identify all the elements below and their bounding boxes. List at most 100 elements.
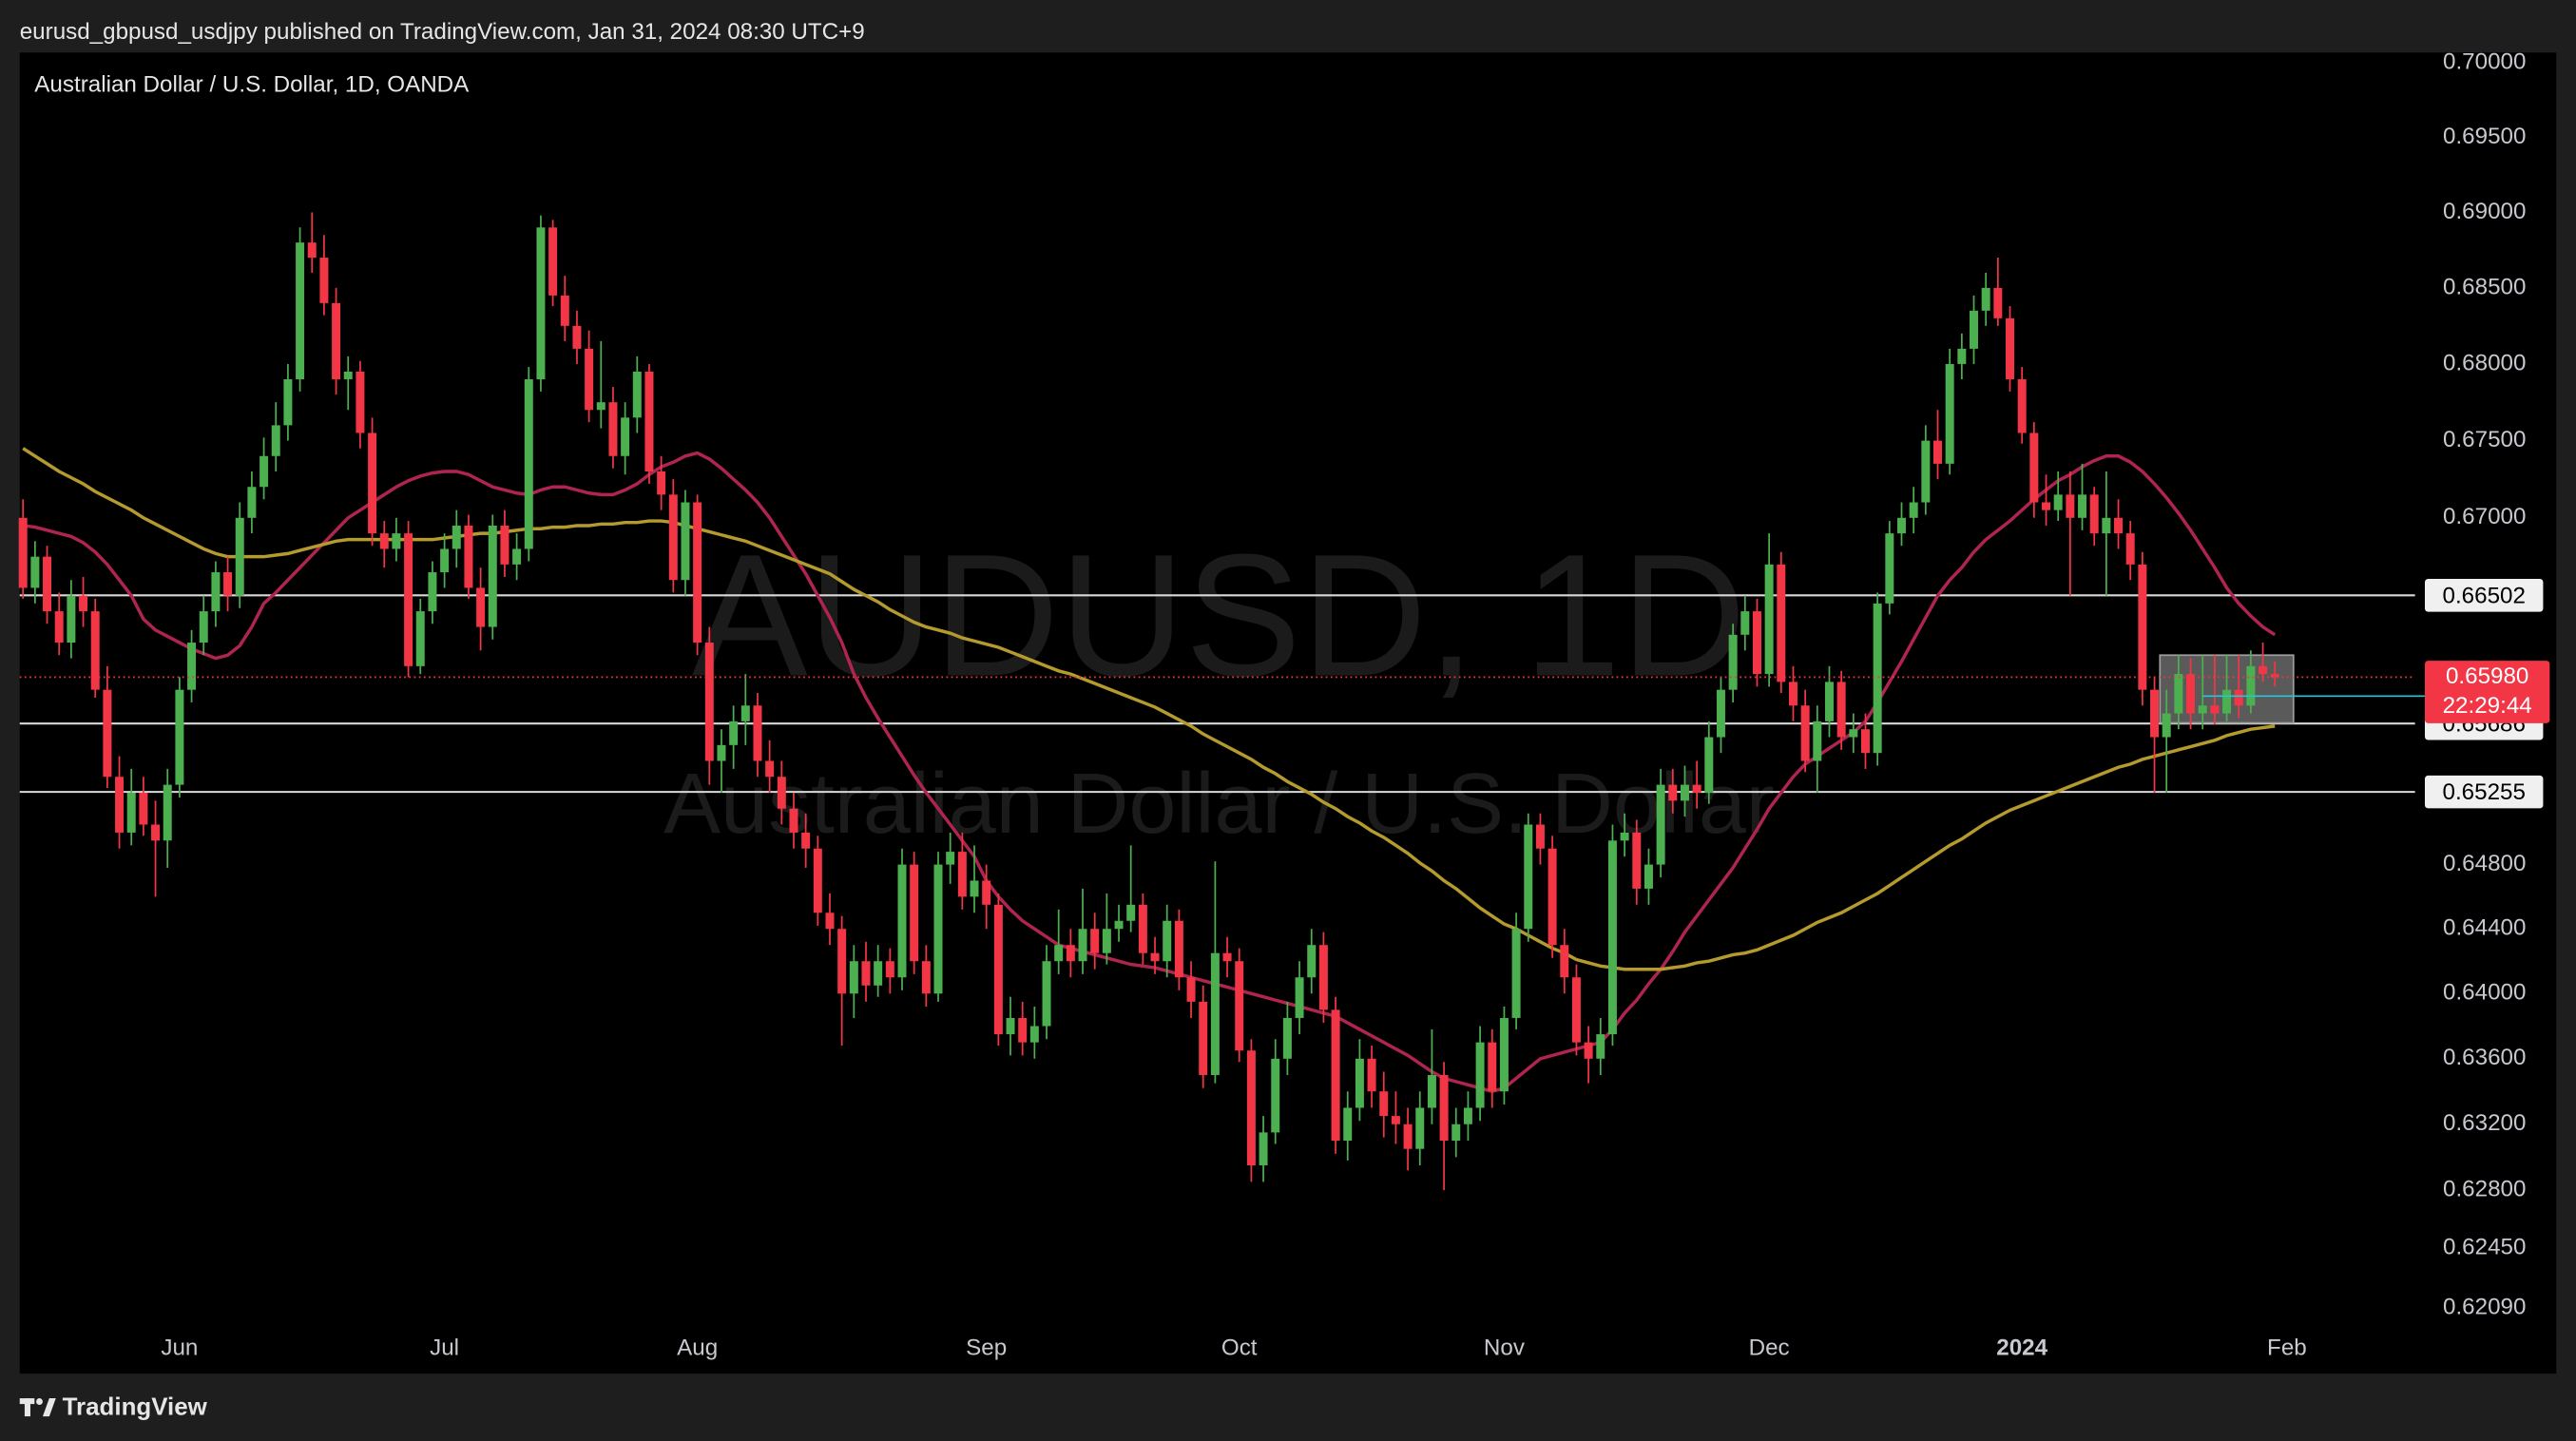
candle-body [2246,665,2256,706]
candle-body [801,832,811,849]
candle-body [849,961,858,994]
candle-body [1451,1124,1461,1142]
candle-body [1331,1009,1340,1142]
candle-body [1692,784,1701,793]
x-tick-label: Oct [1221,1335,1258,1361]
candle-body [524,379,533,549]
candle-body [1018,1017,1028,1043]
candle-body [1235,961,1244,1051]
candle-body [2029,432,2039,503]
candle-body [1463,1107,1472,1124]
candle-body [512,548,522,565]
candle-body [187,643,197,690]
candle-body [452,525,461,549]
candle-body [1174,920,1183,978]
candle-body [1800,705,1810,761]
x-tick-label: Dec [1749,1335,1790,1361]
candle-body [765,760,775,778]
candle-body [235,517,244,596]
candle-body [753,705,762,761]
candle-body [307,242,317,259]
candle-body [392,533,401,549]
candle-body [1656,784,1665,865]
candle-body [1415,1107,1425,1149]
candle-body [211,572,221,612]
candle-body [319,258,329,303]
candle-body [933,864,943,994]
candle-body [789,808,798,833]
candle-body [1873,603,1882,754]
candle-body [151,824,161,841]
candle-body [874,961,883,986]
candle-body [115,777,125,833]
candle-body [1271,1058,1280,1133]
candle-body [1596,1034,1605,1059]
candle-body [1295,977,1304,1018]
candle-body [548,227,558,296]
y-tick-label: 0.67000 [2443,504,2526,529]
candle-body [43,556,52,612]
candle-body [79,595,88,612]
candle-body [1548,848,1557,946]
header-text: eurusd_gbpusd_usdjpy published on Tradin… [20,19,865,45]
candle-body [536,227,546,380]
candle-body [1138,904,1147,953]
chart-panel [19,52,2557,1374]
candle-body [1849,729,1858,738]
y-tick-label: 0.69500 [2443,124,2526,149]
candle-body [464,525,473,588]
x-tick-label: Jun [161,1335,198,1361]
level-label-box [2424,775,2544,809]
candle-body [1511,929,1521,1018]
candle-body [1740,611,1750,635]
candle-body [368,432,377,534]
candle-body [2042,502,2051,510]
level-label: 0.66502 [2442,583,2525,608]
candle-body [777,777,786,809]
candle-body [415,611,425,666]
candle-body [1054,945,1064,962]
candle-body [1777,564,1786,682]
candle-body [1933,440,1942,464]
candle-body [885,961,894,978]
y-tick-label: 0.62090 [2443,1295,2526,1320]
candle-body [2270,674,2279,678]
candle-body [1343,1107,1353,1142]
x-tick-label: Feb [2267,1335,2307,1361]
candle-body [921,961,931,994]
candle-body [2102,517,2111,534]
candle-body [2066,494,2075,518]
candle-body [379,533,389,549]
x-tick-label: Jul [430,1335,459,1361]
candle-body [1620,832,1629,841]
y-tick-label: 0.64800 [2443,851,2526,876]
candle-body [90,611,100,690]
candle-body [1029,1026,1039,1043]
watermark-name: Australian Dollar / U.S. Dollar [663,757,1775,852]
candle-body [1499,1017,1509,1092]
candle-body [560,295,569,326]
candle-body [1909,502,1918,518]
candle-body [1993,287,2003,318]
candle-body [271,425,280,456]
chart-title: Australian Dollar / U.S. Dollar, 1D, OAN… [34,71,470,97]
candle-body [1126,904,1136,921]
candle-body [1439,1074,1449,1142]
candle-body [837,929,847,994]
candle-body [585,348,594,411]
candle-body [1318,945,1328,1010]
candle-body [2053,494,2063,510]
candle-body [621,417,630,456]
candle-body [1921,440,1931,503]
candle-body [2174,674,2183,714]
candle-body [1788,682,1797,706]
candle-body [139,792,148,825]
candle-body [1644,864,1653,889]
candle-body [18,517,28,588]
watermark-symbol: AUDUSD, 1D [692,517,1747,712]
candle-body [163,784,172,841]
candle-body [1560,945,1569,978]
candle-body [356,371,365,433]
candle-body [476,587,486,627]
